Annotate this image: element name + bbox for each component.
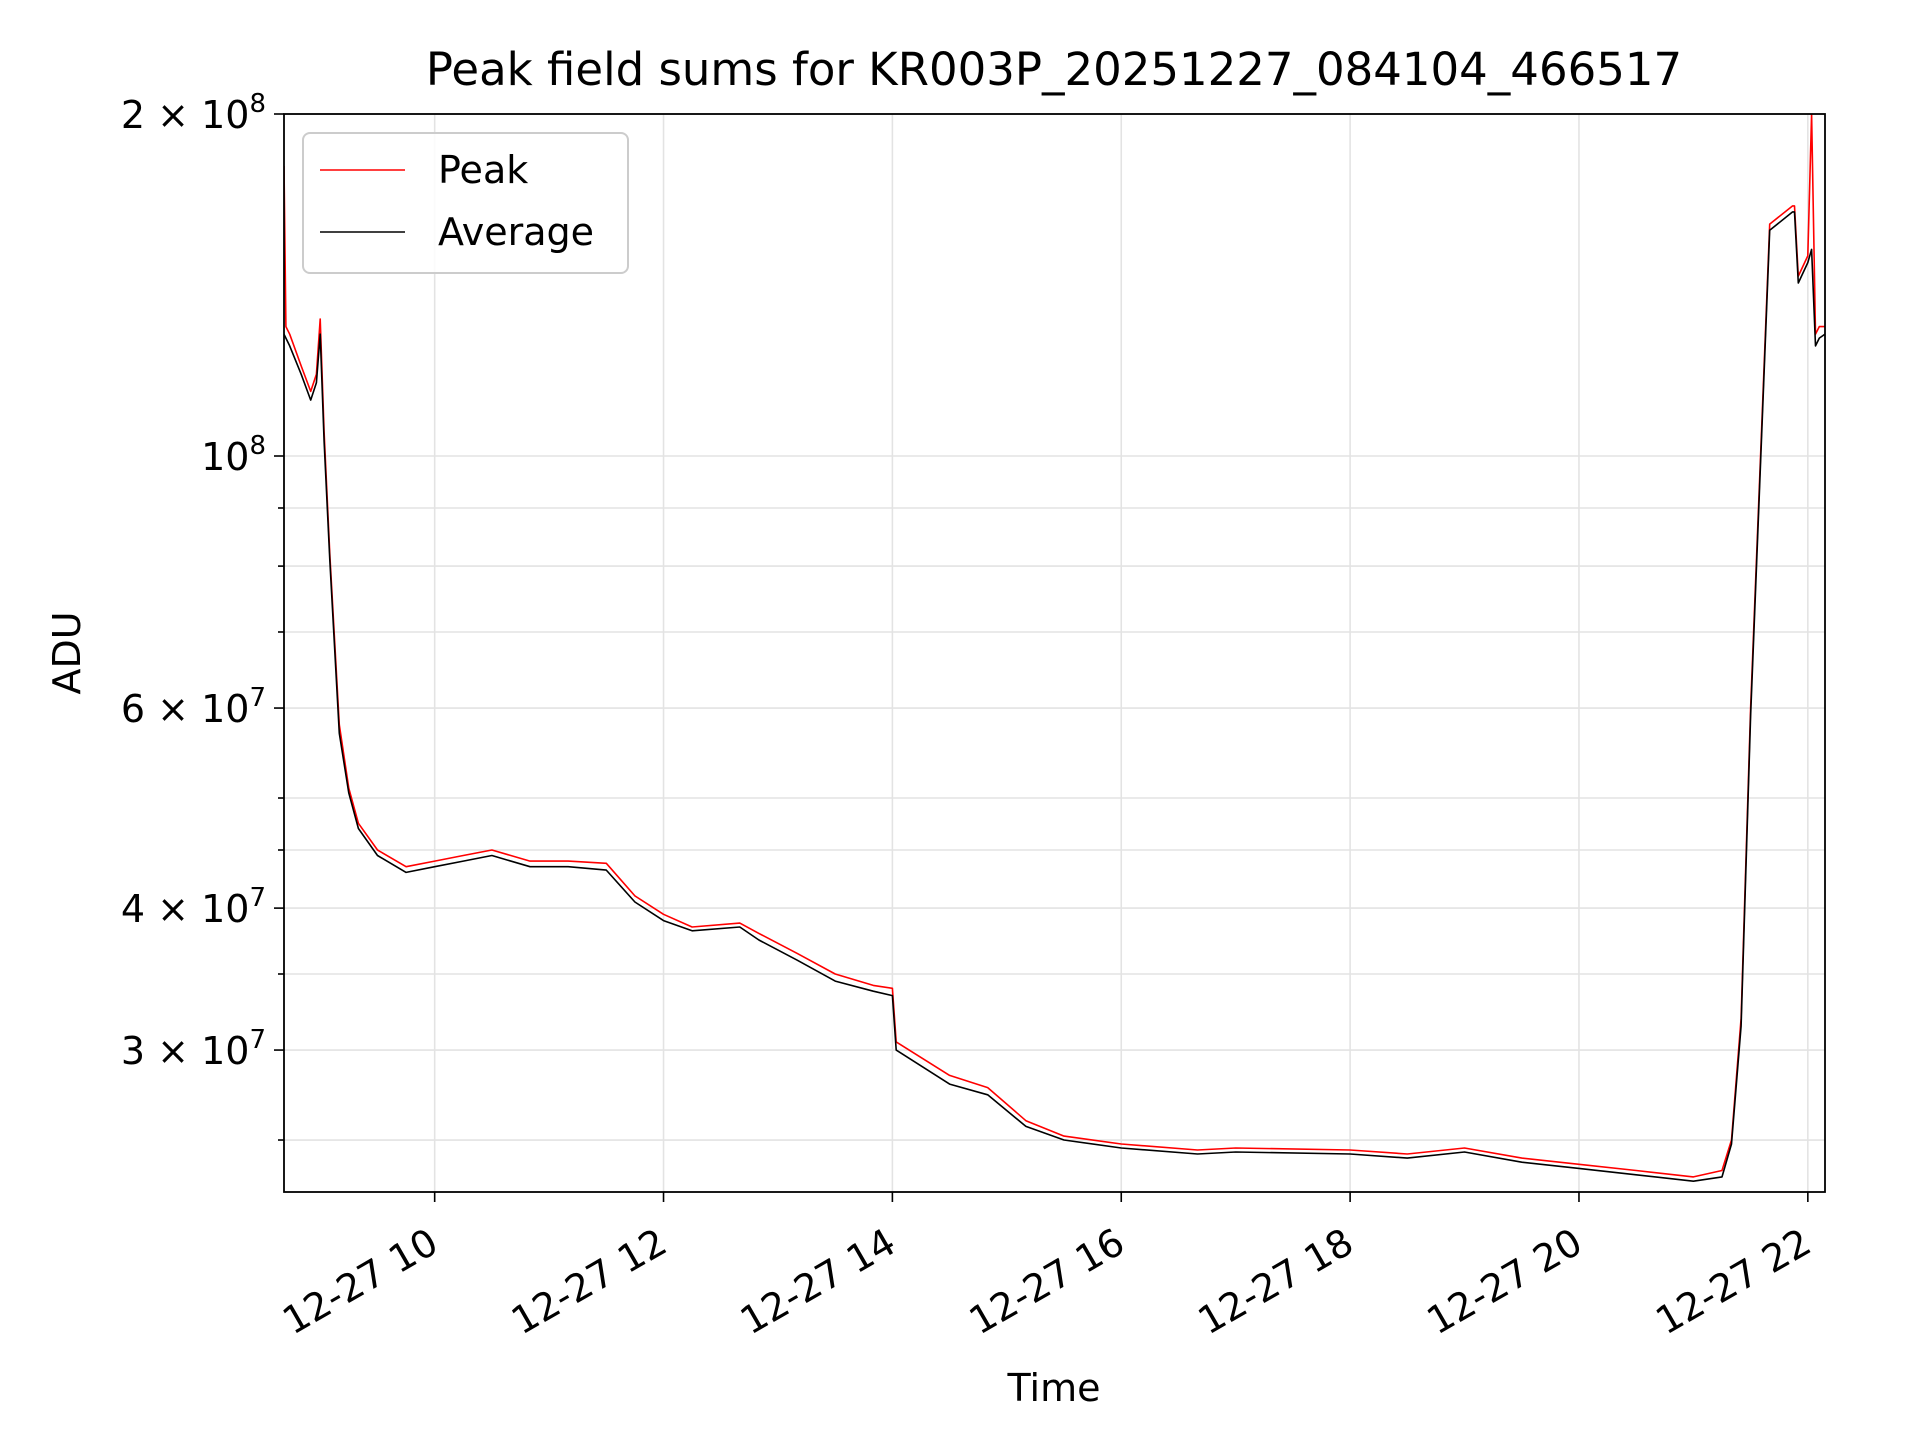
plot-frame <box>283 113 1826 1193</box>
chart-title: Peak field sums for KR003P_20251227_0841… <box>426 43 1682 96</box>
x-tick-label: 12-27 20 <box>1420 1220 1590 1344</box>
legend-label-average: Average <box>438 210 594 254</box>
y-tick-label: 3 × 107 <box>121 1025 266 1073</box>
series-line-average <box>284 211 1825 1182</box>
y-tick-label: 108 <box>201 431 266 479</box>
y-tick-label: 6 × 107 <box>121 683 266 731</box>
legend-label-peak: Peak <box>438 148 528 192</box>
legend: Peak Average <box>302 132 629 274</box>
x-tick-label: 12-27 12 <box>504 1220 674 1344</box>
y-tick-label: 2 × 108 <box>121 89 266 137</box>
x-tick-label: 12-27 10 <box>275 1220 445 1344</box>
plot-area <box>284 114 1825 1182</box>
x-tick-label: 12-27 16 <box>962 1220 1132 1344</box>
x-tick-label: 12-27 14 <box>733 1220 903 1344</box>
legend-box <box>302 132 629 274</box>
axes: 12-27 10 12-27 12 12-27 14 12-27 16 12-27 18… <box>121 89 1818 1343</box>
y-axis-label: ADU <box>45 611 89 694</box>
y-tick-label: 4 × 107 <box>121 883 266 931</box>
x-axis-label: Time <box>1007 1366 1101 1410</box>
grid <box>284 113 1825 1192</box>
x-tick-label: 12-27 18 <box>1191 1220 1361 1344</box>
x-tick-label: 12-27 22 <box>1648 1220 1818 1344</box>
